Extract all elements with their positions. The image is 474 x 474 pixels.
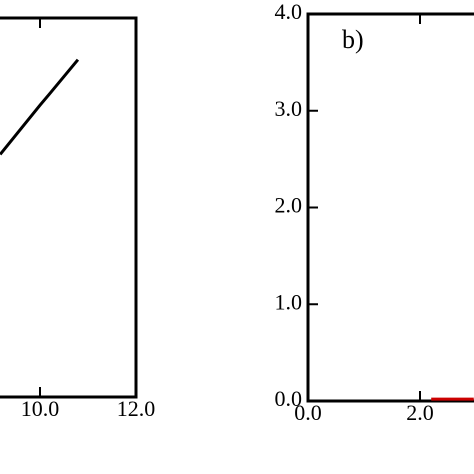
y-tick-label: 3.0 bbox=[275, 96, 303, 121]
x-tick-label: 12.0 bbox=[117, 396, 156, 421]
x-tick-label: 2.0 bbox=[406, 400, 434, 425]
x-tick-label: 0.0 bbox=[294, 400, 322, 425]
panel-label: b) bbox=[342, 25, 364, 54]
y-tick-label: 4.0 bbox=[275, 0, 303, 24]
plot-frame bbox=[0, 16, 138, 399]
y-tick-label: 0.0 bbox=[275, 386, 303, 411]
data-line bbox=[0, 58, 80, 156]
plot-frame bbox=[306, 12, 474, 403]
y-tick-label: 2.0 bbox=[275, 193, 303, 218]
x-tick-label: 10.0 bbox=[21, 396, 60, 421]
y-tick-label: 1.0 bbox=[275, 289, 303, 314]
